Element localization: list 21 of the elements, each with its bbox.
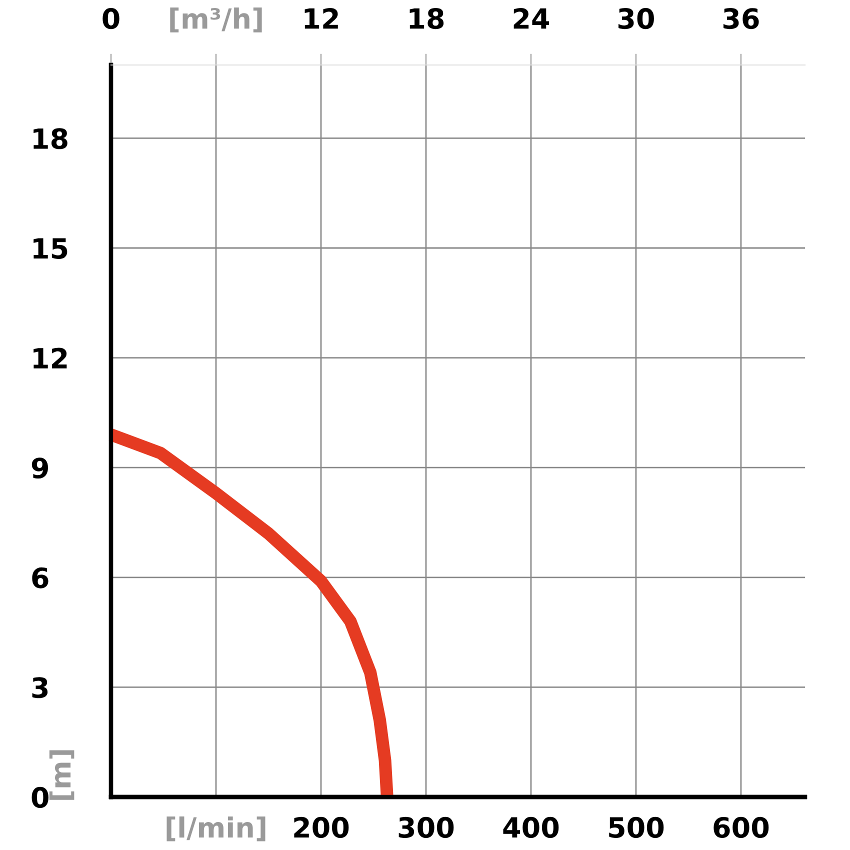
y-tick-label: 3 xyxy=(32,677,48,698)
x2-tick-label: 30 xyxy=(618,8,654,30)
x-tick-label: 400 xyxy=(503,816,559,838)
x2-tick-label: 24 xyxy=(514,8,550,29)
y-tick-label: 18 xyxy=(34,128,68,150)
y-tick-label: 15 xyxy=(34,238,68,259)
y-tick-label: 6 xyxy=(32,567,48,588)
y-tick-label: 12 xyxy=(34,348,67,368)
x-tick-label: 300 xyxy=(398,816,454,838)
x-tick-label: 200 xyxy=(294,816,349,838)
y-tick-label: 0 xyxy=(32,786,48,808)
x-tick-label: 600 xyxy=(714,816,769,838)
x2-tick-label: 36 xyxy=(723,8,759,30)
x2-tick-label: 18 xyxy=(410,8,444,30)
x2-tick-label: [m³/h] xyxy=(170,8,262,32)
x-tick-label: 500 xyxy=(609,816,664,838)
x-tick-label: [l/min] xyxy=(166,816,266,842)
x2-tick-label: 0 xyxy=(102,8,120,30)
y-axis-title: [m] xyxy=(49,750,74,800)
y-tick-label: 9 xyxy=(32,458,48,479)
x2-tick-label: 12 xyxy=(304,8,338,29)
